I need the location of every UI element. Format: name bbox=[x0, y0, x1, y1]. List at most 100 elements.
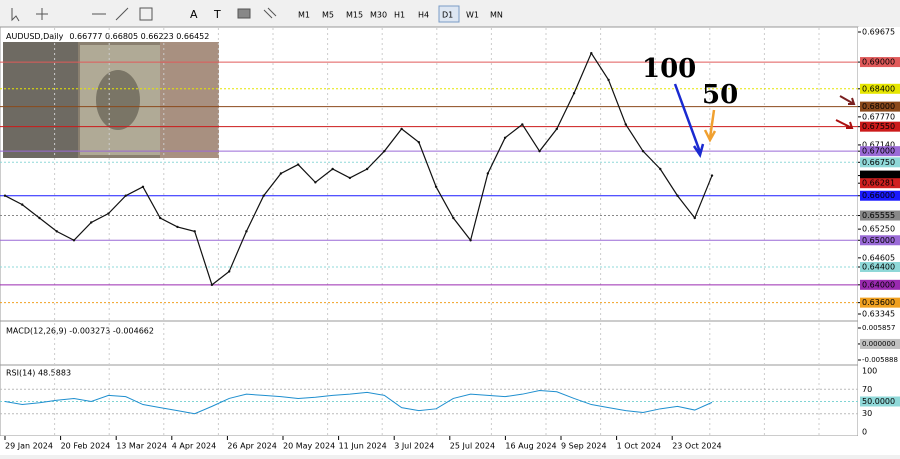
y-tick-bg bbox=[860, 83, 900, 94]
close-point bbox=[434, 185, 438, 189]
x-tick-label: 29 Jan 2024 bbox=[5, 442, 53, 451]
close-point bbox=[417, 141, 421, 144]
photo-right bbox=[160, 42, 219, 158]
close-point bbox=[141, 185, 145, 189]
y-tick-label: 0.69000 bbox=[862, 58, 895, 67]
ohlc: 0.66777 0.66805 0.66223 0.66452 bbox=[69, 32, 209, 41]
close-point bbox=[572, 92, 576, 95]
x-tick-label: 13 Mar 2024 bbox=[116, 442, 167, 451]
x-tick-label: 25 Jul 2024 bbox=[450, 442, 495, 451]
y-tick-label: 70 bbox=[862, 385, 872, 394]
close-point bbox=[38, 216, 41, 220]
close-point bbox=[314, 181, 317, 184]
y-tick-bg bbox=[860, 157, 900, 168]
close-point bbox=[55, 230, 58, 233]
close-point bbox=[3, 194, 7, 197]
shape-icon[interactable] bbox=[237, 8, 251, 19]
trendline-icon[interactable] bbox=[115, 7, 129, 21]
y-tick-label: 0.65250 bbox=[862, 225, 895, 234]
close-point bbox=[193, 230, 196, 233]
x-tick-label: 16 Aug 2024 bbox=[505, 442, 556, 451]
close-point bbox=[210, 283, 214, 287]
close-point bbox=[245, 230, 248, 233]
y-tick-label: 0.67770 bbox=[862, 112, 895, 121]
x-tick-label: 3 Jul 2024 bbox=[394, 442, 434, 451]
y-tick-bg bbox=[860, 262, 900, 272]
close-point bbox=[607, 78, 610, 82]
y-tick-label: 0 bbox=[862, 428, 867, 437]
timeframe-button[interactable]: M15 bbox=[346, 11, 363, 20]
close-point bbox=[503, 136, 507, 140]
close-point bbox=[72, 239, 76, 242]
channel-icon[interactable] bbox=[139, 7, 153, 21]
x-tick-label: 23 Oct 2024 bbox=[672, 442, 721, 451]
close-point bbox=[227, 270, 231, 273]
y-tick-bg bbox=[860, 146, 900, 157]
close-point bbox=[296, 163, 300, 166]
x-tick-label: 26 Apr 2024 bbox=[227, 442, 276, 451]
close-point bbox=[331, 167, 334, 171]
y-tick-label: 0.66281 bbox=[862, 179, 895, 188]
y-tick-bg bbox=[860, 210, 900, 221]
timeframe-button[interactable]: M1 bbox=[298, 11, 310, 20]
photo-left bbox=[3, 42, 78, 158]
macd-label: MACD(12,26,9) -0.003273 -0.004662 bbox=[6, 327, 154, 336]
y-tick-bg bbox=[860, 235, 900, 246]
close-point bbox=[624, 123, 627, 126]
close-point bbox=[659, 167, 662, 171]
photo-portrait bbox=[96, 70, 140, 130]
close-point bbox=[400, 127, 403, 131]
y-tick-label: 0.68000 bbox=[862, 102, 895, 111]
label-icon[interactable]: T bbox=[213, 8, 221, 21]
close-point bbox=[641, 149, 645, 153]
arrow-icon[interactable] bbox=[263, 7, 277, 19]
symbol: AUDUSD,Daily bbox=[6, 32, 64, 41]
close-point bbox=[262, 194, 265, 197]
y-tick-label: 0.68400 bbox=[862, 84, 895, 93]
y-tick-label: 100 bbox=[862, 367, 877, 376]
close-point bbox=[383, 149, 386, 153]
x-tick-label: 20 Feb 2024 bbox=[61, 442, 111, 451]
timeframe-button[interactable]: MN bbox=[490, 11, 503, 20]
timeframe-button[interactable]: D1 bbox=[442, 11, 453, 20]
y-tick-label: 0.66000 bbox=[862, 191, 895, 200]
tool-icons: A T bbox=[11, 7, 277, 22]
y-tick-bg bbox=[860, 121, 900, 132]
y-tick-bg bbox=[860, 57, 900, 68]
y-tick-bg bbox=[860, 338, 900, 349]
y-tick-label: 0.65000 bbox=[862, 236, 895, 245]
y-tick-label: 0.005857 bbox=[862, 324, 895, 332]
y-tick-label: 0.63600 bbox=[862, 298, 895, 307]
timeframe-button[interactable]: H1 bbox=[394, 11, 405, 20]
timeframe-button[interactable]: M5 bbox=[322, 11, 334, 20]
y-tick-label: 0.66452 bbox=[862, 171, 895, 180]
y-tick-label: -0.005888 bbox=[862, 356, 898, 364]
close-point bbox=[158, 216, 162, 220]
y-tick-label: 0.64605 bbox=[862, 253, 895, 262]
close-point bbox=[469, 239, 472, 242]
close-point bbox=[538, 149, 541, 153]
close-point bbox=[676, 194, 679, 197]
cursor-icon[interactable] bbox=[11, 8, 20, 22]
y-tick-label: 0.66750 bbox=[862, 158, 895, 167]
crosshair-icon[interactable] bbox=[36, 8, 48, 20]
timeframe-button[interactable]: H4 bbox=[418, 11, 429, 20]
timeframe-button[interactable]: W1 bbox=[466, 11, 479, 20]
y-tick-bg bbox=[860, 101, 900, 112]
close-point bbox=[90, 221, 93, 224]
x-tick-label: 9 Sep 2024 bbox=[561, 442, 607, 451]
text-icon[interactable]: A bbox=[190, 8, 198, 21]
close-point bbox=[555, 127, 559, 131]
close-point bbox=[365, 167, 369, 171]
y-tick-label: 0.64000 bbox=[862, 280, 895, 289]
close-point bbox=[21, 203, 24, 206]
price-axis bbox=[858, 27, 900, 436]
y-tick-label: 0.69675 bbox=[862, 28, 895, 37]
timeframe-button[interactable]: M30 bbox=[370, 11, 387, 20]
y-tick-label: 0.67000 bbox=[862, 147, 895, 156]
y-tick-label: 0.63345 bbox=[862, 310, 895, 319]
banknote-photo bbox=[3, 42, 219, 158]
y-tick-label: 50.0000 bbox=[862, 397, 895, 406]
level-arrow bbox=[839, 95, 856, 105]
